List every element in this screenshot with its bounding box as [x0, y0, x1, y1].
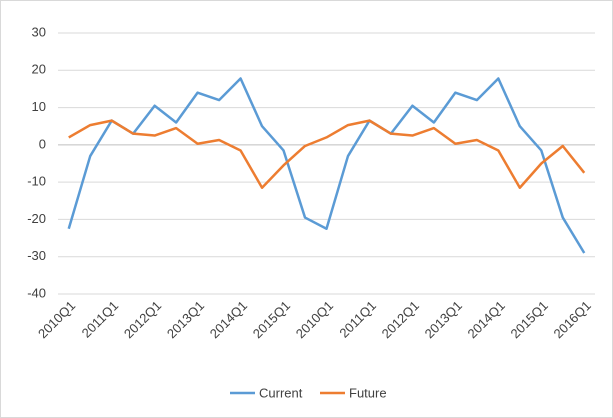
series-line: [68, 119, 586, 189]
legend-label: Current: [259, 385, 303, 400]
y-tick-label: 10: [32, 99, 46, 114]
y-tick-label: -40: [27, 285, 46, 300]
y-tick-label: -30: [27, 248, 46, 263]
y-tick-label: 30: [32, 24, 46, 39]
y-tick-label: 20: [32, 62, 46, 77]
series-line: [67, 77, 586, 254]
y-tick-label: -20: [27, 211, 46, 226]
y-tick-label: 0: [39, 136, 46, 151]
y-tick-label: -10: [27, 174, 46, 189]
legend-label: Future: [349, 385, 387, 400]
